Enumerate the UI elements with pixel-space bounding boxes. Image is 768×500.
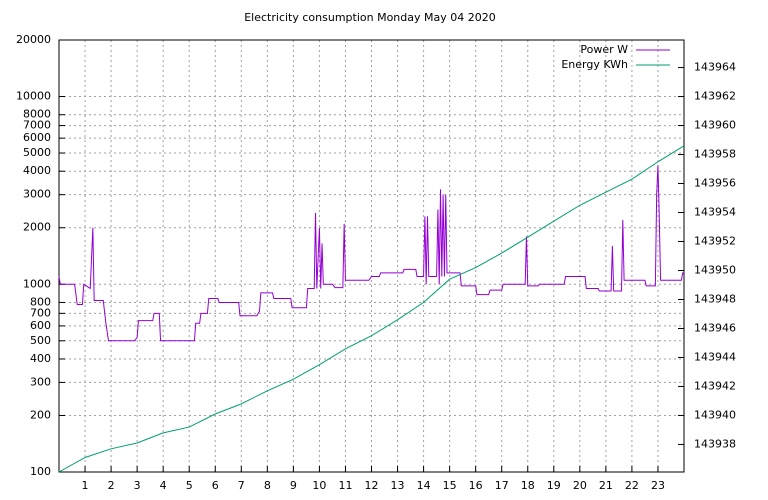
plot-frame xyxy=(58,39,685,473)
y2-tick-label: 143950 xyxy=(694,263,736,276)
y-tick-label: 200 xyxy=(30,408,51,421)
x-tick-label: 20 xyxy=(573,479,587,492)
y-tick-label: 10000 xyxy=(16,90,51,103)
x-tick-label: 3 xyxy=(134,479,141,492)
y-tick-label: 5000 xyxy=(23,146,51,159)
x-tick-label: 10 xyxy=(312,479,326,492)
legend-label: Energy KWh xyxy=(561,58,628,71)
x-tick-label: 18 xyxy=(521,479,535,492)
y-tick-label: 700 xyxy=(30,306,51,319)
chart-title: Electricity consumption Monday May 04 20… xyxy=(244,11,496,24)
x-tick-label: 15 xyxy=(443,479,457,492)
x-tick-label: 21 xyxy=(599,479,613,492)
x-tick-label: 17 xyxy=(495,479,509,492)
x-tick-label: 5 xyxy=(186,479,193,492)
y2-tick-label: 143944 xyxy=(694,350,736,363)
x-tick-label: 16 xyxy=(469,479,483,492)
y2-tick-label: 143948 xyxy=(694,292,736,305)
y-tick-label: 2000 xyxy=(23,221,51,234)
x-tick-label: 1 xyxy=(82,479,89,492)
y2-tick-label: 143938 xyxy=(694,437,736,450)
y-tick-label: 600 xyxy=(30,319,51,332)
series-line xyxy=(58,145,685,473)
y-tick-label: 3000 xyxy=(23,188,51,201)
y-tick-label: 4000 xyxy=(23,164,51,177)
x-tick-label: 12 xyxy=(365,479,379,492)
x-tick-label: 13 xyxy=(391,479,405,492)
x-tick-label: 22 xyxy=(625,479,639,492)
y2-tick-label: 143958 xyxy=(694,148,736,161)
x-tick-label: 7 xyxy=(238,479,245,492)
x-tick-label: 4 xyxy=(160,479,167,492)
x-tick-label: 19 xyxy=(547,479,561,492)
y-tick-label: 8000 xyxy=(23,108,51,121)
y-tick-label: 1000 xyxy=(23,277,51,290)
x-tick-label: 11 xyxy=(338,479,352,492)
y-tick-label: 400 xyxy=(30,352,51,365)
y2-tick-label: 143940 xyxy=(694,408,736,421)
x-tick-label: 6 xyxy=(212,479,219,492)
y2-tick-label: 143956 xyxy=(694,177,736,190)
y-tick-label: 300 xyxy=(30,375,51,388)
x-tick-label: 2 xyxy=(108,479,115,492)
legend-label: Power W xyxy=(580,43,628,56)
y-tick-label: 7000 xyxy=(23,119,51,132)
y-tick-label: 100 xyxy=(30,465,51,478)
y2-tick-label: 143960 xyxy=(694,119,736,132)
x-tick-label: 14 xyxy=(417,479,431,492)
y2-tick-label: 143946 xyxy=(694,321,736,334)
y2-tick-label: 143962 xyxy=(694,90,736,103)
y-tick-label: 20000 xyxy=(16,33,51,46)
x-tick-label: 9 xyxy=(290,479,297,492)
series-line xyxy=(58,165,684,342)
y2-tick-label: 143964 xyxy=(694,61,736,74)
y2-tick-label: 143952 xyxy=(694,235,736,248)
y-tick-label: 800 xyxy=(30,295,51,308)
y-tick-label: 6000 xyxy=(23,131,51,144)
y2-tick-label: 143954 xyxy=(694,206,736,219)
x-tick-label: 8 xyxy=(264,479,271,492)
y-tick-label: 500 xyxy=(30,334,51,347)
x-tick-label: 23 xyxy=(651,479,665,492)
y2-tick-label: 143942 xyxy=(694,379,736,392)
